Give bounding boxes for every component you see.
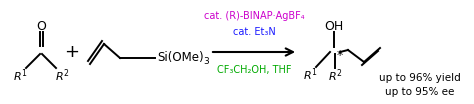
Text: $R^1$: $R^1$ (302, 67, 318, 83)
Text: $R^2$: $R^2$ (55, 68, 69, 84)
Text: $R^2$: $R^2$ (328, 68, 342, 84)
Text: *: * (337, 48, 343, 61)
Text: up to 95% ee: up to 95% ee (385, 87, 455, 97)
Text: cat. Et₃N: cat. Et₃N (233, 27, 275, 37)
Text: up to 96% yield: up to 96% yield (379, 73, 461, 83)
Text: CF₃CH₂OH, THF: CF₃CH₂OH, THF (217, 65, 291, 75)
Text: +: + (64, 43, 80, 61)
Text: $R^1$: $R^1$ (13, 68, 27, 84)
Text: Si(OMe): Si(OMe) (157, 51, 204, 64)
Text: 3: 3 (203, 58, 209, 66)
Text: OH: OH (324, 20, 344, 32)
Text: cat. (R)-BINAP·AgBF₄: cat. (R)-BINAP·AgBF₄ (204, 11, 304, 21)
Text: O: O (36, 20, 46, 32)
